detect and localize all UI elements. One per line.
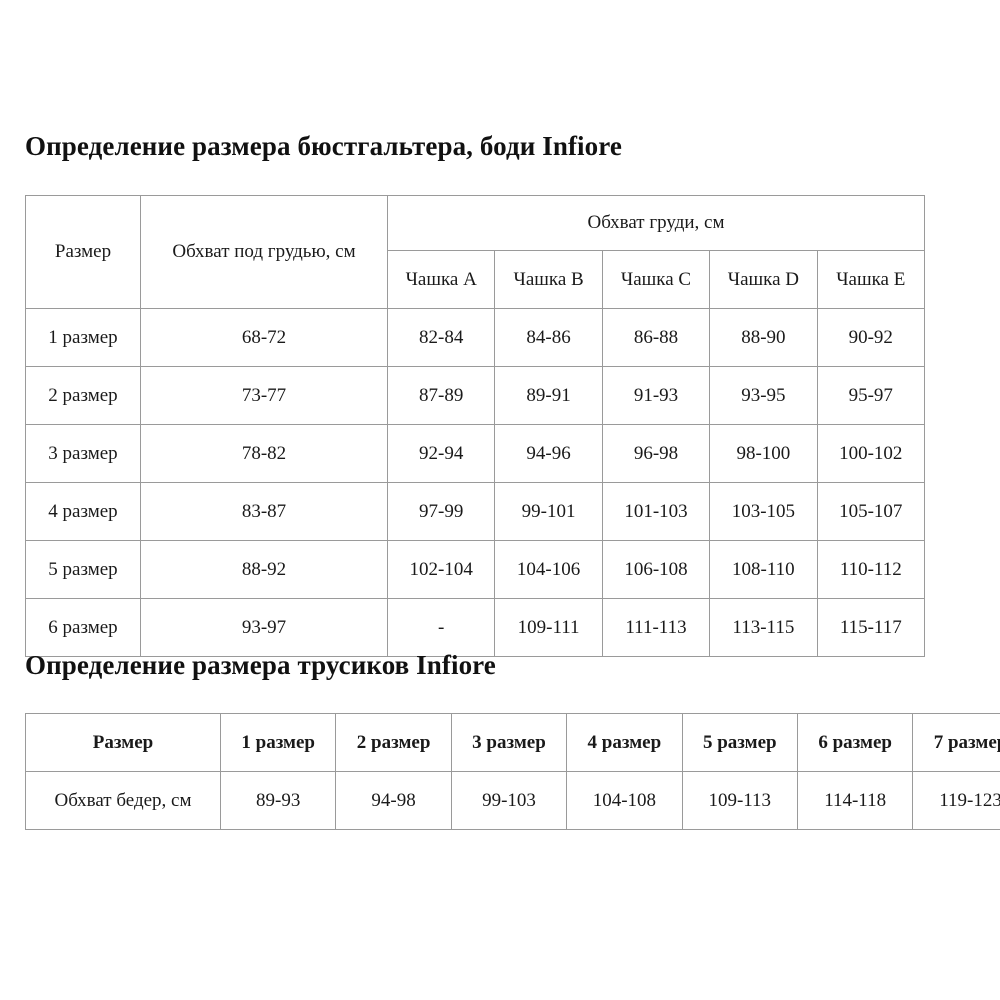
bra-cell-cup-a: 82-84	[386, 308, 496, 367]
bra-table-body: 1 размер 68-72 82-84 84-86 86-88 88-90 9…	[25, 308, 926, 657]
bra-cell-cup-c: 111-113	[601, 598, 711, 657]
bra-cell-cup-b: 94-96	[494, 424, 603, 483]
table-row: 6 размер 93-97 - 109-111 111-113 113-115…	[25, 598, 926, 657]
bra-cell-cup-b: 99-101	[494, 482, 603, 541]
panty-header-size-6: 6 размер	[796, 713, 914, 772]
bra-header-cup-d: Чашка D	[709, 250, 818, 309]
bra-cell-cup-e: 95-97	[816, 366, 926, 425]
panty-header-size-label: Размер	[25, 713, 221, 772]
bra-row-underbust: 78-82	[140, 424, 388, 483]
table-row: Обхват бедер, см 89-93 94-98 99-103 104-…	[25, 771, 1000, 830]
panty-section-title: Определение размера трусиков Infiore	[25, 650, 496, 680]
bra-cell-cup-c: 106-108	[601, 540, 711, 599]
bra-header-cup-a: Чашка A	[386, 250, 496, 309]
bra-header-underbust: Обхват под грудью, см	[140, 195, 388, 309]
bra-header-cup-c: Чашка C	[601, 250, 711, 309]
bra-cell-cup-a: 92-94	[386, 424, 496, 483]
bra-cell-cup-e: 110-112	[816, 540, 926, 599]
bra-row-size: 1 размер	[25, 308, 141, 367]
bra-cell-cup-c: 86-88	[601, 308, 711, 367]
bra-row-underbust: 88-92	[140, 540, 388, 599]
bra-cell-cup-e: 100-102	[816, 424, 926, 483]
table-row: 3 размер 78-82 92-94 94-96 96-98 98-100 …	[25, 424, 926, 483]
bra-cell-cup-a: 97-99	[386, 482, 496, 541]
bra-cell-cup-e: 115-117	[816, 598, 926, 657]
bra-cell-cup-c: 91-93	[601, 366, 711, 425]
bra-row-underbust: 83-87	[140, 482, 388, 541]
table-row: 1 размер 68-72 82-84 84-86 86-88 88-90 9…	[25, 308, 926, 367]
bra-row-size: 6 размер	[25, 598, 141, 657]
table-row: 4 размер 83-87 97-99 99-101 101-103 103-…	[25, 482, 926, 541]
panty-header-size-1: 1 размер	[219, 713, 337, 772]
bra-header-row-2: Чашка A Чашка B Чашка C Чашка D Чашка E	[26, 250, 926, 309]
bra-section-title: Определение размера бюстгальтера, боди I…	[25, 131, 622, 161]
bra-cell-cup-c: 101-103	[601, 482, 711, 541]
bra-cell-cup-d: 103-105	[709, 482, 818, 541]
panty-header-size-2: 2 размер	[335, 713, 452, 772]
panty-hip-value-7: 119-123	[912, 771, 1000, 830]
bra-header-bust-group: Обхват груди, см	[387, 195, 925, 251]
bra-size-table: Размер Обхват под грудью, см Обхват груд…	[25, 195, 926, 657]
bra-header-cup-e: Чашка E	[816, 250, 926, 309]
bra-cell-cup-d: 93-95	[709, 366, 818, 425]
bra-header-cup-b: Чашка B	[494, 250, 603, 309]
bra-cell-cup-e: 90-92	[816, 308, 926, 367]
bra-row-underbust: 93-97	[140, 598, 388, 657]
bra-row-size: 3 размер	[25, 424, 141, 483]
panty-hip-value-4: 104-108	[566, 771, 683, 830]
bra-row-size: 2 размер	[25, 366, 141, 425]
bra-cell-cup-b: 89-91	[494, 366, 603, 425]
bra-cell-cup-e: 105-107	[816, 482, 926, 541]
panty-hip-value-5: 109-113	[681, 771, 798, 830]
bra-cell-cup-d: 98-100	[709, 424, 818, 483]
bra-header-size: Размер	[25, 195, 141, 309]
bra-table-head: Размер Обхват под грудью, см Обхват груд…	[25, 195, 926, 309]
panty-header-row: Размер 1 размер 2 размер 3 размер 4 разм…	[25, 713, 1000, 772]
panty-header-size-3: 3 размер	[450, 713, 568, 772]
bra-cell-cup-c: 96-98	[601, 424, 711, 483]
panty-header-size-4: 4 размер	[566, 713, 683, 772]
panty-hip-value-2: 94-98	[335, 771, 452, 830]
table-row: 2 размер 73-77 87-89 89-91 91-93 93-95 9…	[25, 366, 926, 425]
bra-cell-cup-d: 113-115	[709, 598, 818, 657]
bra-header-row-1: Размер Обхват под грудью, см Обхват груд…	[25, 195, 925, 309]
bra-cell-cup-b: 109-111	[494, 598, 603, 657]
panty-measure-label: Обхват бедер, см	[25, 771, 221, 830]
bra-row-underbust: 73-77	[140, 366, 388, 425]
panty-hip-value-3: 99-103	[450, 771, 568, 830]
bra-row-underbust: 68-72	[140, 308, 388, 367]
panty-header-size-7: 7 размер	[912, 713, 1000, 772]
table-row: 5 размер 88-92 102-104 104-106 106-108 1…	[25, 540, 926, 599]
bra-cell-cup-a: -	[386, 598, 496, 657]
bra-cell-cup-b: 84-86	[494, 308, 603, 367]
bra-cell-cup-a: 102-104	[386, 540, 496, 599]
bra-cell-cup-b: 104-106	[494, 540, 603, 599]
bra-cell-cup-a: 87-89	[386, 366, 496, 425]
bra-row-size: 5 размер	[25, 540, 141, 599]
bra-row-size: 4 размер	[25, 482, 141, 541]
bra-cell-cup-d: 108-110	[709, 540, 818, 599]
panty-hip-value-6: 114-118	[796, 771, 914, 830]
panty-hip-value-1: 89-93	[219, 771, 337, 830]
panty-header-size-5: 5 размер	[681, 713, 798, 772]
panty-size-table: Размер 1 размер 2 размер 3 размер 4 разм…	[25, 713, 1000, 830]
panty-table-body: Размер 1 размер 2 размер 3 размер 4 разм…	[25, 713, 1000, 830]
bra-cell-cup-d: 88-90	[709, 308, 818, 367]
